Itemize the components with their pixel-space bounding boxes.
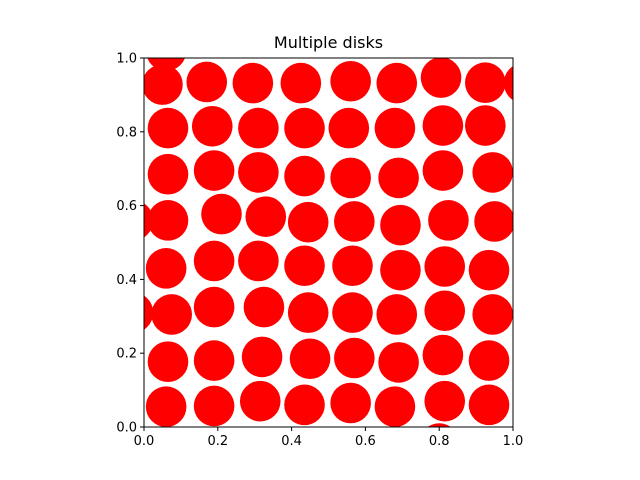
- disk-33: [474, 201, 513, 242]
- disk-52: [193, 340, 235, 381]
- disk-14: [374, 107, 416, 149]
- disk-40: [424, 246, 466, 287]
- disk-32: [428, 200, 469, 241]
- disk-24: [472, 152, 513, 193]
- x-tick-label-2: 0.4: [281, 434, 302, 449]
- disk-10: [191, 105, 233, 147]
- disk-38: [332, 245, 373, 287]
- disk-44: [193, 286, 235, 328]
- x-tick-label-0: 0.0: [134, 434, 155, 449]
- x-tick-label-4: 0.8: [429, 434, 450, 449]
- disk-6: [420, 58, 462, 98]
- disk-29: [287, 201, 329, 243]
- disk-1: [186, 61, 228, 103]
- disk-54: [289, 338, 331, 380]
- y-tick-label-5: 1.0: [116, 52, 137, 67]
- x-tick-label-1: 0.2: [207, 434, 228, 449]
- x-tick-label-3: 0.6: [355, 434, 376, 449]
- y-tick-label-0: 0.0: [116, 421, 137, 436]
- disk-16: [465, 105, 506, 146]
- disk-3: [280, 62, 322, 104]
- disk-66: [468, 384, 510, 426]
- disk-56: [378, 342, 419, 383]
- disk-12: [284, 107, 325, 149]
- disk-17: [147, 153, 189, 195]
- disk-46: [287, 292, 329, 333]
- disk-31: [380, 204, 421, 246]
- disk-15: [422, 105, 464, 146]
- disk-36: [238, 240, 279, 282]
- y-tick-label-1: 0.2: [116, 347, 137, 362]
- disk-61: [239, 380, 281, 422]
- disk-26: [147, 200, 189, 241]
- disk-47: [332, 292, 373, 333]
- y-axis: 0.0 0.2 0.4 0.6 0.8 1.0: [116, 52, 144, 436]
- disk-9: [147, 107, 189, 149]
- disk-23: [422, 150, 464, 191]
- disk-4: [330, 60, 371, 102]
- disk-41: [468, 249, 510, 291]
- disk-19: [238, 152, 279, 193]
- disk-55: [334, 337, 375, 379]
- disk-28: [245, 196, 287, 237]
- disk-45: [243, 286, 285, 328]
- plot-frame: [143, 57, 514, 428]
- disk-22: [378, 157, 419, 199]
- disk-43: [151, 294, 192, 335]
- disk-11: [238, 107, 279, 149]
- disk-34: [145, 248, 187, 289]
- disk-2: [232, 62, 274, 104]
- disk-51: [147, 341, 189, 382]
- disk-27: [201, 193, 242, 235]
- disk-48: [376, 294, 418, 335]
- disk-20: [284, 155, 325, 197]
- disk-5: [376, 62, 418, 104]
- disk-50: [472, 294, 513, 335]
- disk-64: [374, 386, 416, 427]
- disk-39: [380, 249, 421, 291]
- disk-49: [424, 290, 466, 332]
- disk-37: [284, 245, 325, 287]
- disk-53: [241, 336, 283, 378]
- disk-35: [193, 240, 235, 282]
- disk-18: [193, 150, 235, 191]
- x-axis: 0.0 0.2 0.4 0.6 0.8 1.0: [134, 427, 524, 449]
- disk-67: [427, 423, 451, 427]
- disk-58: [468, 340, 510, 381]
- disk-21: [330, 157, 371, 199]
- disk-42: [144, 295, 154, 330]
- disk-63: [330, 382, 371, 424]
- disk-8: [503, 66, 513, 101]
- disk-30: [334, 201, 375, 242]
- disk-60: [193, 385, 235, 427]
- x-tick-label-5: 1.0: [503, 434, 524, 449]
- disk-0: [144, 64, 183, 105]
- y-tick-label-4: 0.8: [116, 125, 137, 140]
- y-tick-label-2: 0.4: [116, 273, 137, 288]
- disk-62: [284, 384, 325, 426]
- disk-7: [465, 62, 506, 104]
- chart-title: Multiple disks: [274, 33, 383, 52]
- y-tick-label-3: 0.6: [116, 199, 137, 214]
- disk-57: [422, 334, 464, 376]
- disk-59: [145, 386, 187, 427]
- disk-13: [328, 107, 370, 149]
- disks-layer: [144, 58, 513, 427]
- disk-65: [424, 380, 466, 422]
- disk-68: [147, 58, 186, 71]
